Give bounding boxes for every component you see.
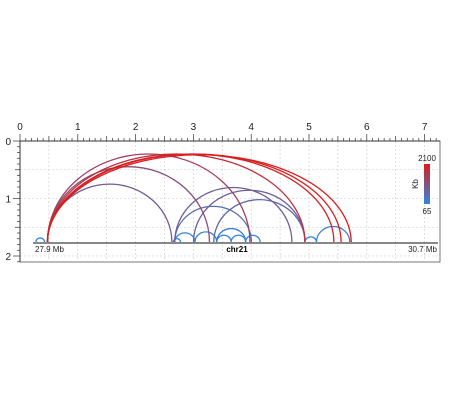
x-tick-label: 2 (133, 122, 139, 133)
chromosome-name: chr21 (226, 245, 248, 254)
interaction-arc (174, 186, 293, 243)
interaction-arc (35, 237, 46, 243)
interaction-arc (46, 153, 342, 243)
arcs (35, 153, 352, 243)
x-tick-label: 0 (17, 122, 23, 133)
interaction-arc (46, 166, 211, 243)
x-tick-label: 3 (191, 122, 197, 133)
y-tick-label: 1 (5, 195, 11, 206)
x-tick-label: 1 (75, 122, 81, 133)
x-tick-label: 5 (306, 122, 312, 133)
legend-max-label: 2100 (418, 154, 436, 163)
left-ruler: 0 1 2 (5, 137, 21, 263)
x-tick-label: 6 (364, 122, 370, 133)
interaction-arc (192, 189, 306, 243)
interaction-arc (46, 154, 352, 243)
interaction-arc (315, 225, 351, 243)
x-tick-label: 4 (248, 122, 254, 133)
color-legend: 2100 Kb 65 (411, 154, 436, 216)
interaction-arc (46, 153, 251, 243)
interaction-arc (194, 231, 218, 243)
legend-color-bar (424, 164, 430, 204)
interaction-arc (213, 198, 306, 243)
x-tick-label: 7 (422, 122, 428, 133)
chromosome-start-label: 27.9 Mb (35, 245, 64, 254)
top-ruler: 0 1 2 3 4 5 6 7 (17, 122, 440, 142)
chromosome-end-label: 30.7 Mb (408, 245, 437, 254)
y-tick-label: 2 (5, 252, 11, 263)
interaction-arc (172, 238, 182, 243)
legend-min-label: 65 (423, 207, 432, 216)
interaction-arc (216, 227, 247, 243)
plot-frame (19, 140, 441, 263)
interaction-arc (174, 205, 253, 243)
legend-title: Kb (411, 179, 420, 189)
y-tick-label: 0 (5, 137, 11, 148)
